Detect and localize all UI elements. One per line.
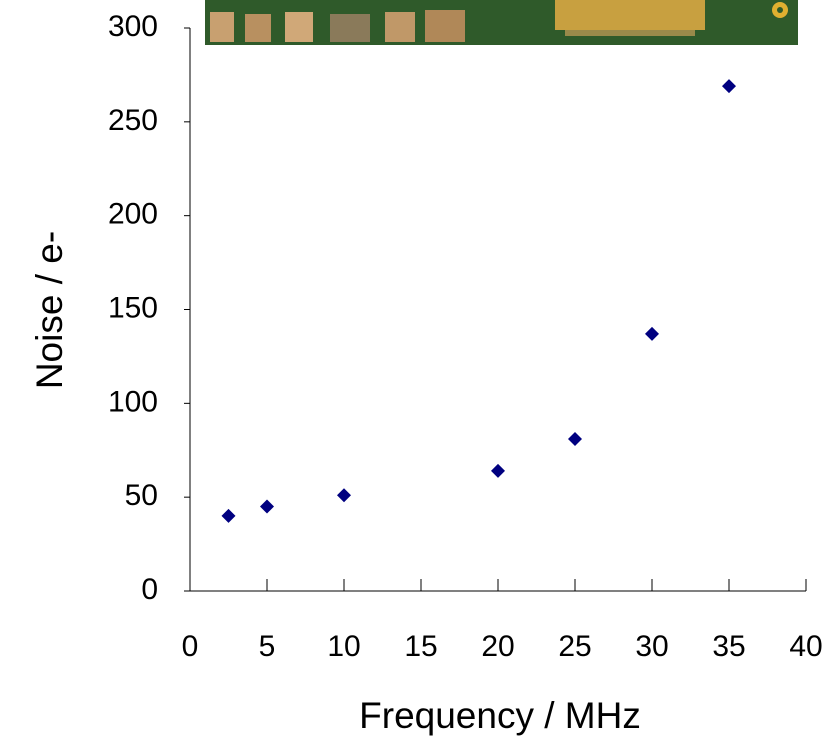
x-tick-label: 15 (404, 630, 437, 663)
data-point (645, 326, 659, 341)
component (565, 30, 695, 36)
data-point (260, 499, 274, 514)
data-point (491, 463, 505, 478)
y-tick-label: 300 (108, 10, 158, 43)
y-tick-label: 250 (108, 104, 158, 137)
x-tick-label: 0 (182, 630, 199, 663)
component (245, 14, 271, 42)
component (285, 12, 313, 42)
y-tick-label: 50 (125, 479, 158, 512)
component (425, 10, 465, 42)
y-tick-label: 100 (108, 385, 158, 418)
data-point (221, 508, 236, 523)
y-axis-title: Noise / e- (29, 231, 70, 389)
component (555, 0, 705, 30)
y-tick-label: 0 (141, 573, 158, 606)
x-tick-label: 30 (635, 630, 668, 663)
component (385, 12, 415, 42)
board-photo (205, 0, 798, 45)
y-tick-label: 200 (108, 198, 158, 231)
data-point (722, 79, 736, 94)
pad-hole (777, 7, 783, 13)
component (210, 12, 234, 42)
x-tick-label: 40 (789, 630, 822, 663)
data-point (337, 488, 351, 503)
x-tick-label: 10 (327, 630, 360, 663)
data-point (568, 431, 582, 446)
component (330, 14, 370, 42)
y-tick-label: 150 (108, 291, 158, 324)
x-tick-label: 35 (712, 630, 745, 663)
x-axis-title: Frequency / MHz (359, 695, 641, 736)
x-tick-label: 5 (259, 630, 276, 663)
x-tick-label: 25 (558, 630, 591, 663)
x-tick-label: 20 (481, 630, 514, 663)
